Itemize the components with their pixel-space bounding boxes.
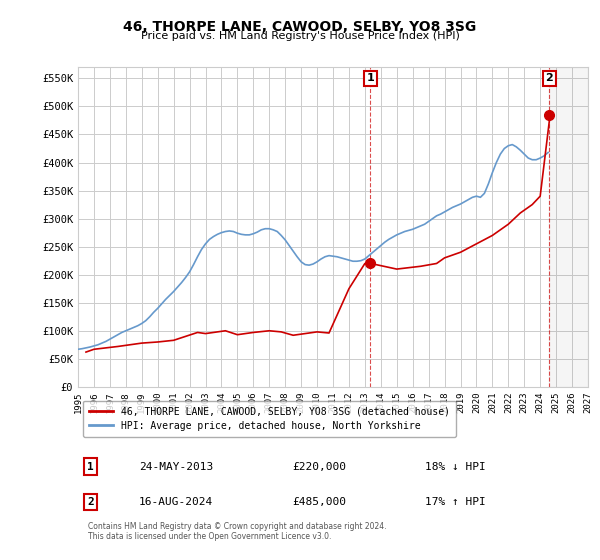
Text: Price paid vs. HM Land Registry's House Price Index (HPI): Price paid vs. HM Land Registry's House … (140, 31, 460, 41)
Text: 46, THORPE LANE, CAWOOD, SELBY, YO8 3SG: 46, THORPE LANE, CAWOOD, SELBY, YO8 3SG (124, 20, 476, 34)
Legend: 46, THORPE LANE, CAWOOD, SELBY, YO8 3SG (detached house), HPI: Average price, de: 46, THORPE LANE, CAWOOD, SELBY, YO8 3SG … (83, 400, 455, 437)
Text: 2: 2 (545, 73, 553, 83)
Text: 24-MAY-2013: 24-MAY-2013 (139, 462, 214, 472)
Text: £220,000: £220,000 (292, 462, 346, 472)
Text: Contains HM Land Registry data © Crown copyright and database right 2024.
This d: Contains HM Land Registry data © Crown c… (88, 521, 387, 541)
Text: 2: 2 (88, 497, 94, 507)
Text: 18% ↓ HPI: 18% ↓ HPI (425, 462, 485, 472)
Bar (550, 67, 588, 387)
Text: 1: 1 (88, 462, 94, 472)
Text: 17% ↑ HPI: 17% ↑ HPI (425, 497, 485, 507)
Text: 1: 1 (367, 73, 374, 83)
Text: £485,000: £485,000 (292, 497, 346, 507)
Text: 16-AUG-2024: 16-AUG-2024 (139, 497, 214, 507)
